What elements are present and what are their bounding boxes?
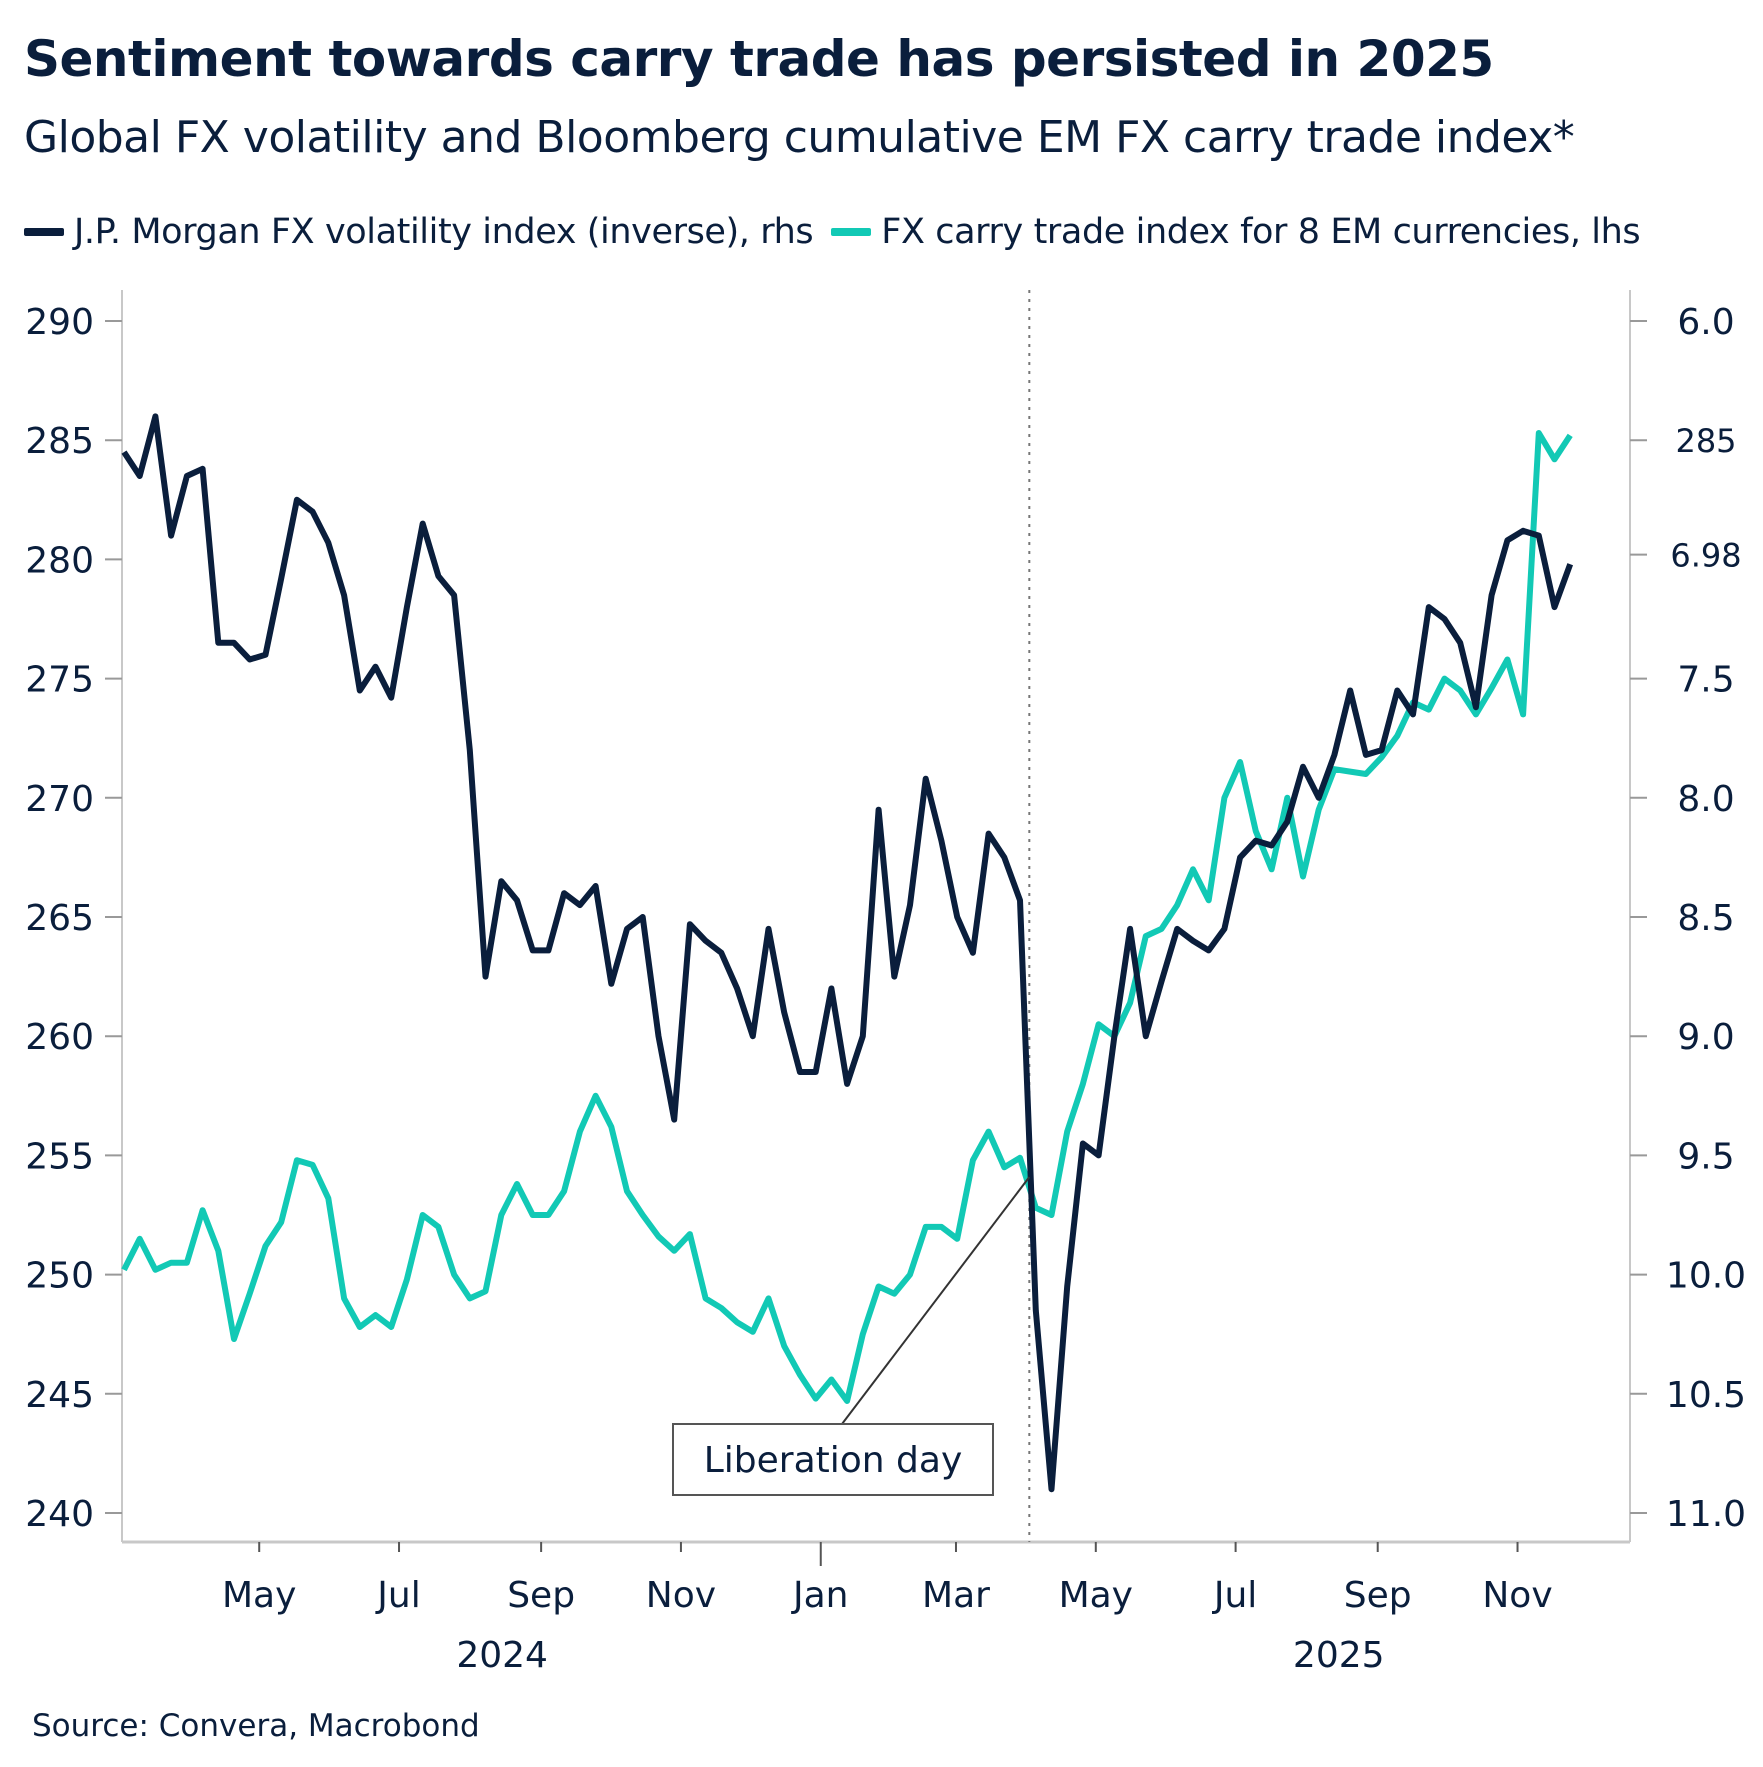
right-tick-label: 10.5 bbox=[1666, 1375, 1746, 1416]
axes: 240 245 250 255 260 265 270 275 280 285 290 6.0 7.5 8… bbox=[25, 290, 1746, 1676]
chart-title: Sentiment towards carry trade has persis… bbox=[24, 30, 1494, 88]
right-tick-label: 9.0 bbox=[1677, 1017, 1734, 1058]
x-tick-label: May bbox=[222, 1575, 296, 1616]
left-tick-label: 250 bbox=[25, 1256, 94, 1297]
left-tick-label: 275 bbox=[25, 660, 94, 701]
x-tick-label: May bbox=[1059, 1575, 1133, 1616]
right-tick-label: 10.0 bbox=[1666, 1256, 1746, 1297]
series-lines bbox=[121, 413, 1574, 1493]
legend-swatch-volatility bbox=[24, 228, 64, 236]
legend-item-volatility: J.P. Morgan FX volatility index (inverse… bbox=[24, 212, 814, 252]
left-tick-label: 245 bbox=[25, 1375, 94, 1416]
x-tick-label: Mar bbox=[922, 1575, 990, 1616]
left-tick-label: 240 bbox=[25, 1494, 94, 1535]
series-line-carry bbox=[121, 430, 1573, 1404]
right-tick-label: 11.0 bbox=[1666, 1494, 1746, 1535]
annotation-text: Liberation day bbox=[704, 1440, 963, 1481]
left-tick-label: 270 bbox=[25, 779, 94, 820]
right-tick-label: 9.5 bbox=[1677, 1136, 1734, 1177]
left-tick-label: 290 bbox=[25, 302, 94, 343]
x-tick-label: Jan bbox=[791, 1575, 849, 1616]
right-tick-label: 8.0 bbox=[1677, 779, 1734, 820]
left-tick-label: 255 bbox=[25, 1136, 94, 1177]
right-tick-label: 7.5 bbox=[1677, 660, 1734, 701]
x-tick-label: Nov bbox=[646, 1575, 716, 1616]
x-tick-label: Jul bbox=[375, 1575, 420, 1616]
annotation-group: Liberation day bbox=[672, 1176, 1031, 1496]
legend-label-volatility: J.P. Morgan FX volatility index (inverse… bbox=[74, 212, 814, 252]
legend: J.P. Morgan FX volatility index (inverse… bbox=[24, 212, 1658, 252]
legend-swatch-carry bbox=[831, 228, 872, 236]
left-tick-label: 285 bbox=[25, 421, 94, 462]
x-tick-label: Sep bbox=[507, 1575, 575, 1616]
x-tick-label: Nov bbox=[1482, 1575, 1552, 1616]
right-tick-label: 6.0 bbox=[1677, 302, 1734, 343]
last-value-label-volatility: 6.98 bbox=[1670, 537, 1741, 575]
left-tick-label: 265 bbox=[25, 898, 94, 939]
x-tick-label: Sep bbox=[1344, 1575, 1412, 1616]
chart-subtitle: Global FX volatility and Bloomberg cumul… bbox=[24, 112, 1575, 163]
legend-label-carry: FX carry trade index for 8 EM currencies… bbox=[881, 212, 1641, 252]
annotation-box bbox=[672, 1423, 994, 1496]
left-tick-label: 260 bbox=[25, 1017, 94, 1058]
last-value-label-carry: 285 bbox=[1675, 422, 1736, 460]
annotation-leader-line bbox=[841, 1176, 1031, 1425]
x-tick-label: Jul bbox=[1212, 1575, 1257, 1616]
right-tick-label: 8.5 bbox=[1677, 898, 1734, 939]
legend-item-carry: FX carry trade index for 8 EM currencies… bbox=[831, 212, 1641, 252]
source-note: Source: Convera, Macrobond bbox=[32, 1708, 480, 1744]
year-label: 2025 bbox=[1293, 1635, 1385, 1676]
year-label: 2024 bbox=[456, 1635, 548, 1676]
series-line-volatility bbox=[121, 413, 1574, 1493]
left-tick-label: 280 bbox=[25, 540, 94, 581]
